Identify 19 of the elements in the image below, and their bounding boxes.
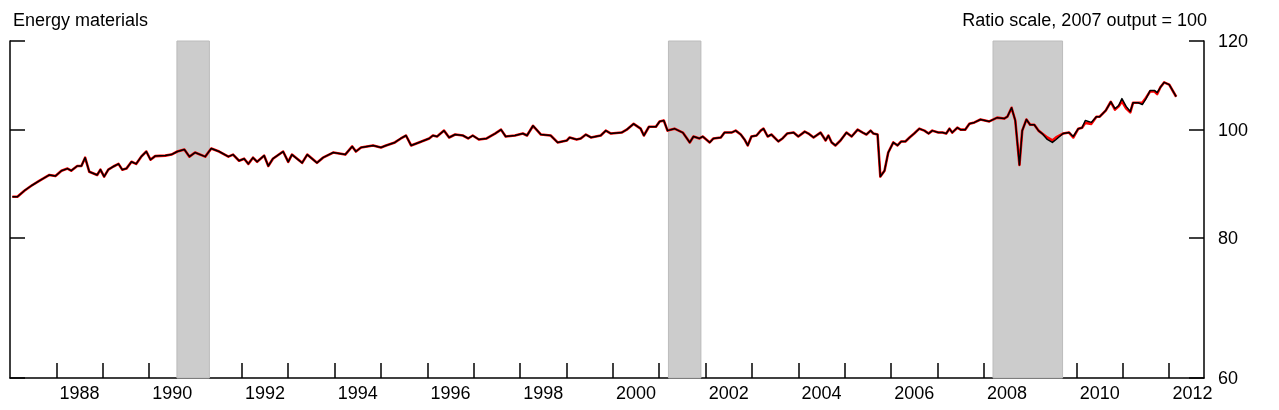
- x-tick-label: 1994: [337, 383, 378, 403]
- y-axis-title: Ratio scale, 2007 output = 100: [962, 10, 1208, 30]
- chart-title: Energy materials: [13, 10, 149, 30]
- y-tick-label: 80: [1218, 228, 1239, 249]
- y-tick-label: 60: [1218, 368, 1239, 388]
- x-tick-label: 1990: [152, 383, 193, 403]
- x-tick-label: 2004: [801, 383, 842, 403]
- y-tick-label: 100: [1218, 119, 1249, 140]
- x-tick-label: 2002: [708, 383, 749, 403]
- x-tick-label: 1992: [245, 383, 286, 403]
- y-tick-label: 120: [1218, 31, 1249, 51]
- x-tick-label: 2012: [1172, 383, 1213, 403]
- x-tick-label: 2010: [1079, 383, 1120, 403]
- x-tick-label: 1998: [523, 383, 564, 403]
- x-tick-label: 2008: [986, 383, 1027, 403]
- x-tick-label: 2006: [894, 383, 935, 403]
- x-tick-label: 1996: [430, 383, 471, 403]
- x-tick-label: 1988: [59, 383, 100, 403]
- x-tick-label: 2000: [615, 383, 656, 403]
